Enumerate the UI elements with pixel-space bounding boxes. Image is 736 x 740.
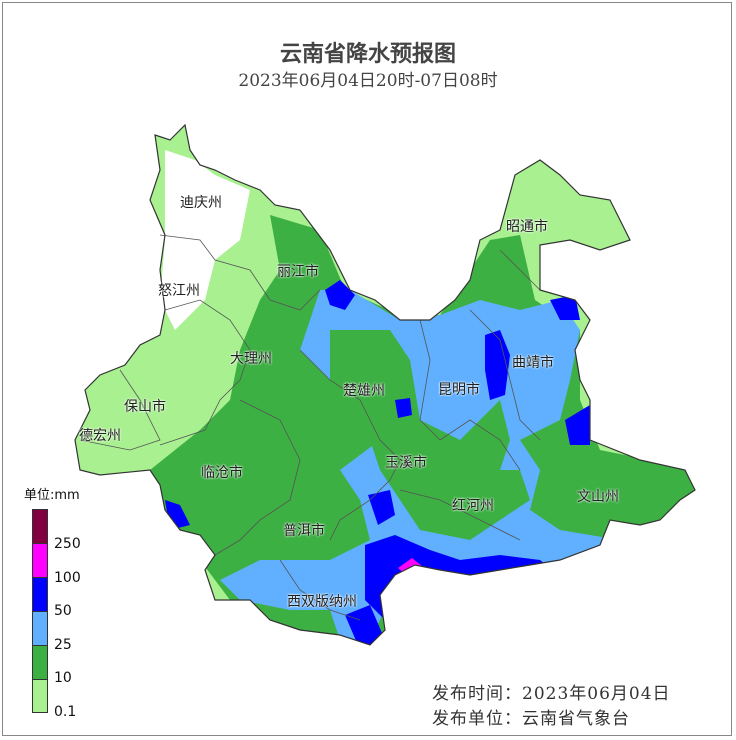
rain-50-area-2: [485, 330, 510, 400]
city-label: 临沧市: [201, 465, 243, 481]
rain-50-area-7: [395, 398, 412, 418]
map-title: 云南省降水预报图: [279, 42, 456, 67]
publish-time: 发布时间：2023年06月04日: [432, 684, 671, 704]
legend-colorbar: [32, 509, 48, 713]
map-subtitle: 2023年06月04日20时-07日08时: [238, 71, 498, 91]
city-label: 德宏州: [79, 428, 121, 444]
legend-label: 250: [54, 536, 81, 552]
city-label: 迪庆州: [180, 195, 222, 211]
city-label: 普洱市: [283, 523, 325, 539]
legend-swatch: [32, 679, 48, 713]
legend-label: 50: [54, 603, 72, 619]
province-outline: [74, 123, 696, 646]
city-label: 保山市: [124, 399, 166, 415]
legend-label: 25: [54, 637, 72, 653]
rain-10-inner-area: [330, 330, 530, 540]
city-label: 大理州: [230, 351, 272, 367]
rain-50-area-8: [345, 605, 385, 645]
legend-swatch: [32, 645, 48, 679]
legend-unit: 单位:mm: [24, 488, 80, 503]
rain-50-area-5: [565, 405, 590, 445]
city-label: 昆明市: [438, 382, 480, 398]
city-label: 红河州: [452, 498, 494, 514]
city-label: 怒江州: [158, 283, 200, 299]
rain-50-area-6: [550, 295, 580, 320]
city-label: 曲靖市: [512, 355, 554, 371]
publisher: 发布单位：云南省气象台: [432, 709, 630, 729]
city-label: 昭通市: [506, 219, 548, 235]
city-label: 丽江市: [277, 264, 319, 280]
legend-swatch: [32, 611, 48, 645]
rain-50-area-4: [368, 490, 395, 525]
city-label: 玉溪市: [385, 455, 427, 471]
city-label: 楚雄州: [343, 383, 385, 399]
city-label: 文山州: [577, 489, 619, 505]
legend-label: 10: [54, 670, 72, 686]
legend-swatch: [32, 543, 48, 577]
legend-swatch: [32, 509, 48, 543]
no-rain-area: [160, 150, 250, 330]
rain-50-area-1: [325, 280, 355, 310]
legend-swatch: [32, 577, 48, 611]
legend-label: 100: [54, 570, 81, 586]
legend-label: 0.1: [54, 704, 77, 720]
prefecture-boundaries: [79, 234, 541, 621]
city-label: 西双版纳州: [287, 594, 357, 610]
